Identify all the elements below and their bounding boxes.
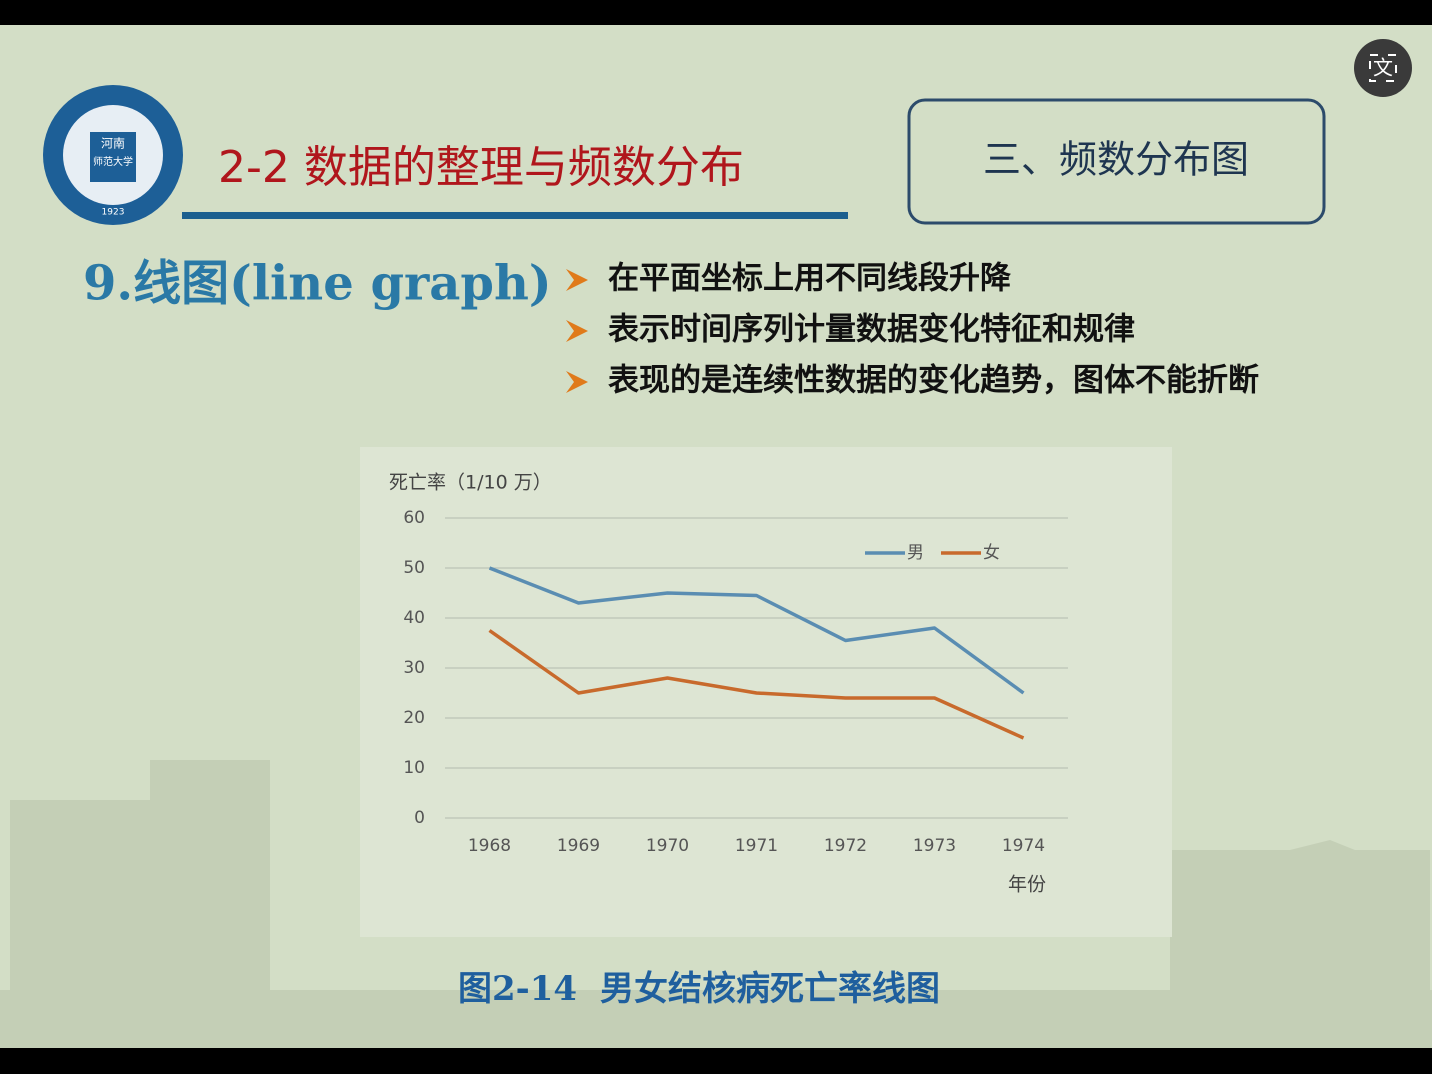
y-tick-label: 0	[414, 808, 425, 828]
bullet-text: 表示时间序列计量数据变化特征和规律	[608, 312, 1135, 348]
bullet-arrow	[566, 320, 588, 342]
translate-button[interactable]	[1354, 39, 1412, 97]
bullet-list: 在平面坐标上用不同线段升降表示时间序列计量数据变化特征和规律表现的是连续性数据的…	[566, 261, 1259, 399]
section-box	[907, 98, 1326, 225]
x-tick-label: 1973	[913, 836, 956, 856]
caption-number: 图2-14	[458, 969, 577, 1009]
x-tick-label: 1969	[557, 836, 600, 856]
y-axis-label: 死亡率（1/10 万）	[389, 472, 552, 494]
x-tick-label: 1971	[735, 836, 778, 856]
x-tick-label: 1974	[1002, 836, 1045, 856]
series-line	[488, 629, 1025, 740]
logo-text: 师范大学	[93, 155, 133, 168]
background-buildings	[0, 760, 1432, 1048]
bullet-text: 表现的是连续性数据的变化趋势，图体不能折断	[608, 363, 1259, 399]
series-line	[488, 566, 1025, 695]
logo-text: 河南	[101, 136, 125, 151]
x-tick-label: 1968	[468, 836, 511, 856]
x-tick-label: 1972	[824, 836, 867, 856]
chart: 死亡率（1/10 万） 年份 0 10 20 30 40 50 60 1968 1969 1970 19…	[389, 472, 1068, 896]
x-tick-label: 1970	[646, 836, 689, 856]
logo-text: 1923	[102, 208, 125, 218]
legend-label: 男	[907, 543, 924, 563]
y-tick-label: 40	[403, 608, 425, 628]
x-axis-label: 年份	[1008, 874, 1046, 896]
section-title: 三、频数分布图	[983, 138, 1249, 182]
y-tick-label: 60	[403, 508, 425, 528]
translate-frame	[1369, 54, 1397, 82]
legend-label: 女	[983, 543, 1000, 563]
heading: 9.线图(line graph)	[83, 256, 552, 312]
bullet-text: 在平面坐标上用不同线段升降	[608, 261, 1012, 297]
y-tick-label: 20	[403, 708, 425, 728]
logo: 河南 师范大学 1923	[43, 85, 183, 225]
caption-text: 男女结核病死亡率线图	[600, 969, 940, 1009]
bullet-arrow	[566, 269, 588, 291]
slide-title: 2-2 数据的整理与频数分布	[218, 142, 744, 193]
translate-label[interactable]: 文	[1373, 56, 1393, 80]
title-underline	[182, 212, 848, 219]
y-tick-label: 50	[403, 558, 425, 578]
y-tick-label: 30	[403, 658, 425, 678]
y-tick-label: 10	[403, 758, 425, 778]
bullet-arrow	[566, 371, 588, 393]
